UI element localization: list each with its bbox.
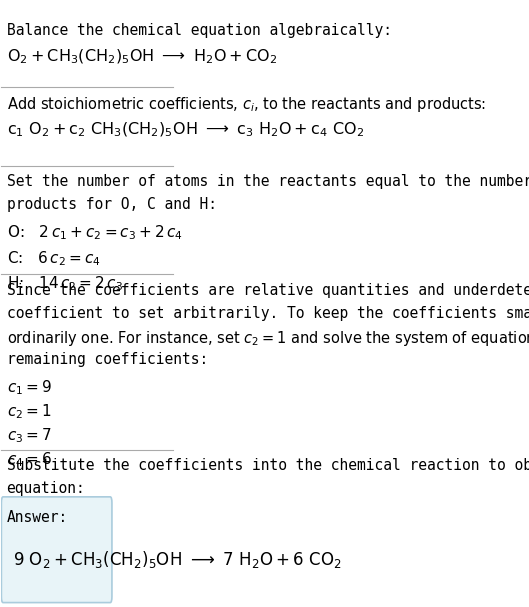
Text: Balance the chemical equation algebraically:: Balance the chemical equation algebraica…	[6, 22, 391, 38]
Text: C:$\quad 6\,c_2 = c_4$: C:$\quad 6\,c_2 = c_4$	[6, 249, 100, 268]
Text: Answer:: Answer:	[6, 510, 68, 525]
Text: Set the number of atoms in the reactants equal to the number of atoms in the: Set the number of atoms in the reactants…	[6, 174, 529, 189]
Text: $\mathrm{c_1 \ O_2 + c_2 \ CH_3(CH_2)_5OH \ \longrightarrow \ c_3 \ H_2O + c_4 \: $\mathrm{c_1 \ O_2 + c_2 \ CH_3(CH_2)_5O…	[6, 120, 363, 139]
Text: products for O, C and H:: products for O, C and H:	[6, 197, 216, 212]
Text: Add stoichiometric coefficients, $c_i$, to the reactants and products:: Add stoichiometric coefficients, $c_i$, …	[6, 95, 486, 114]
Text: O:$\quad 2\,c_1 + c_2 = c_3 + 2\,c_4$: O:$\quad 2\,c_1 + c_2 = c_3 + 2\,c_4$	[6, 223, 183, 242]
Text: $c_1 = 9$: $c_1 = 9$	[6, 378, 51, 397]
Text: Substitute the coefficients into the chemical reaction to obtain the balanced: Substitute the coefficients into the che…	[6, 458, 529, 473]
Text: coefficient to set arbitrarily. To keep the coefficients small, the arbitrary va: coefficient to set arbitrarily. To keep …	[6, 306, 529, 321]
Text: $c_4 = 6$: $c_4 = 6$	[6, 450, 52, 469]
Text: H:$\quad 14\,c_2 = 2\,c_3$: H:$\quad 14\,c_2 = 2\,c_3$	[6, 274, 123, 293]
FancyBboxPatch shape	[2, 497, 112, 603]
Text: ordinarily one. For instance, set $c_2 = 1$ and solve the system of equations fo: ordinarily one. For instance, set $c_2 =…	[6, 329, 529, 348]
Text: equation:: equation:	[6, 481, 85, 496]
Text: $c_3 = 7$: $c_3 = 7$	[6, 427, 51, 445]
Text: $\mathrm{9\ O_2 + CH_3(CH_2)_5OH \ \longrightarrow \ 7\ H_2O + 6\ CO_2}$: $\mathrm{9\ O_2 + CH_3(CH_2)_5OH \ \long…	[13, 549, 341, 569]
Text: remaining coefficients:: remaining coefficients:	[6, 352, 208, 367]
Text: $\mathrm{O_2 + CH_3(CH_2)_5OH \ \longrightarrow \ H_2O + CO_2}$: $\mathrm{O_2 + CH_3(CH_2)_5OH \ \longrig…	[6, 48, 277, 66]
Text: $c_2 = 1$: $c_2 = 1$	[6, 402, 51, 421]
Text: Since the coefficients are relative quantities and underdetermined, choose a: Since the coefficients are relative quan…	[6, 283, 529, 298]
